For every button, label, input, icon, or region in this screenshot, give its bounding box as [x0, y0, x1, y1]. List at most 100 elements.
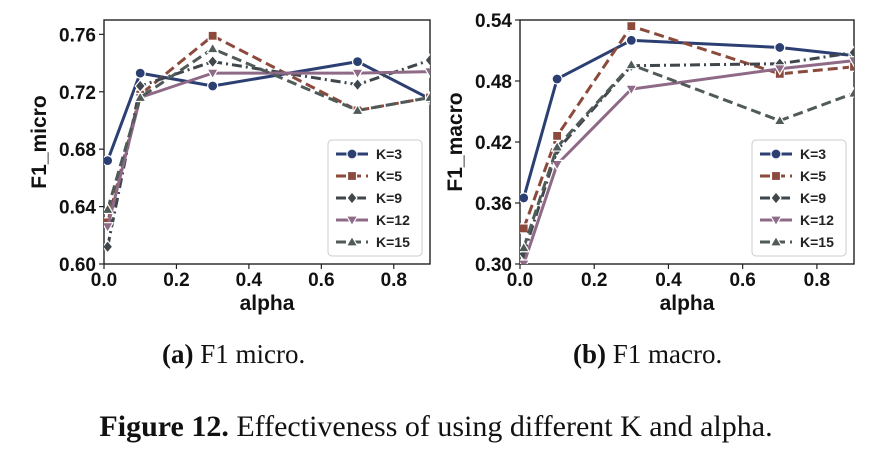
point-k5-macro [848, 61, 854, 72]
legend-marker-k12-micro [345, 215, 359, 227]
y-tick-label-micro: 0.76 [59, 25, 96, 46]
point-k3-micro [207, 80, 219, 92]
x-tick-label-macro: 0.6 [729, 270, 755, 291]
point-k15-micro [104, 202, 115, 215]
legend-marker-k9-macro [770, 191, 782, 205]
legend-label-k12-macro: K=12 [800, 212, 834, 228]
legend-macro: K=3 K=5 K=9 K=12 K=15 [751, 139, 847, 257]
y-tick-label-macro: 0.48 [475, 72, 512, 93]
point-k3-macro [551, 73, 563, 85]
series-group-micro [104, 30, 430, 254]
legend-label-k3-macro: K=3 [800, 146, 826, 162]
legend-marker-k12-macro [769, 215, 783, 227]
y-tick-label-micro: 0.72 [59, 83, 96, 104]
legend-label-k5-micro: K=5 [376, 168, 402, 184]
point-k15-macro [847, 86, 854, 98]
x-axis-label-macro: alpha [660, 292, 715, 315]
legend-marker-k15-macro [769, 235, 783, 247]
point-k3-macro [625, 34, 637, 46]
point-k12-micro [423, 67, 430, 79]
subcaption-a-text: F1 micro. [200, 339, 306, 369]
y-tick-label-macro: 0.36 [475, 194, 512, 215]
point-k5-macro [626, 21, 637, 32]
x-tick-label-macro: 0.8 [804, 270, 830, 291]
point-k12-micro [104, 222, 115, 234]
subcaption-b: (b) F1 macro. [573, 339, 722, 370]
point-k15-micro [206, 42, 220, 54]
subcaption-a-label: (a) [162, 339, 194, 369]
y-tick-label-micro: 0.60 [59, 255, 96, 276]
legend-marker-k5-micro [346, 170, 358, 182]
legend-label-k12-micro: K=12 [376, 212, 410, 228]
legend-label-k5-macro: K=5 [800, 168, 826, 184]
x-tick-label-micro: 0.0 [91, 270, 117, 291]
point-k5-micro [207, 30, 218, 41]
y-tick-label-macro: 0.30 [475, 255, 512, 276]
x-tick-label-micro: 0.6 [308, 270, 334, 291]
legend-box-micro [327, 139, 423, 257]
point-k15-micro [423, 90, 430, 103]
point-k3-micro [351, 56, 364, 68]
figure-charts: 0.0 0.2 0.4 0.6 0.8 0.60 0.64 0.68 0.72 0.76 alpha… [28, 11, 855, 315]
point-k12-micro [206, 68, 220, 80]
legend-label-k15-micro: K=15 [376, 234, 410, 250]
point-k9-micro [104, 239, 114, 254]
point-k15-macro [773, 113, 787, 126]
point-k3-macro [520, 192, 530, 204]
series-group-macro [520, 21, 854, 264]
chart-f1-micro: 0.0 0.2 0.4 0.6 0.8 0.60 0.64 0.68 0.72 0.76 alpha… [28, 19, 431, 315]
figure-caption-label: Figure 12. [99, 410, 229, 443]
point-k15-macro [550, 140, 564, 152]
subcaption-a: (a) F1 micro. [162, 339, 305, 370]
point-k3-micro [104, 155, 114, 167]
point-k12-macro [550, 159, 564, 172]
point-k15-micro [351, 103, 365, 116]
point-k3-micro [134, 67, 146, 79]
legend-marker-k3-macro [770, 148, 782, 160]
x-axis-label-micro: alpha [240, 292, 295, 315]
point-k9-micro [351, 77, 364, 92]
figure-caption: Figure 12. Effectiveness of using differ… [0, 410, 872, 444]
legend-box-macro [751, 139, 847, 257]
subcaption-b-label: (b) [573, 339, 606, 369]
x-tick-label-micro: 0.4 [236, 270, 263, 291]
x-tick-label-micro: 0.2 [163, 270, 189, 291]
legend-label-k15-macro: K=15 [800, 234, 834, 250]
x-tick-label-macro: 0.0 [507, 270, 533, 291]
x-tick-label-macro: 0.2 [581, 270, 607, 291]
figure-caption-text: Effectiveness of using different K and a… [236, 410, 773, 443]
x-tick-label-macro: 0.4 [655, 270, 682, 291]
y-tick-label-macro: 0.54 [475, 11, 512, 32]
point-k5-macro [520, 223, 529, 234]
y-axis-label-macro: F1_macro [444, 92, 467, 191]
point-k9-micro [206, 54, 219, 69]
point-k12-micro [351, 68, 365, 80]
chart-f1-macro: 0.0 0.2 0.4 0.6 0.8 0.30 0.36 0.42 0.48 0.54 alpha… [444, 11, 855, 315]
legend-marker-k9-micro [346, 191, 358, 205]
legend-marker-k5-macro [770, 170, 782, 182]
point-k12-macro [847, 56, 854, 68]
point-k15-macro [624, 58, 638, 70]
point-k9-micro [424, 53, 430, 68]
legend-label-k3-micro: K=3 [376, 146, 402, 162]
point-k12-macro [773, 64, 787, 76]
point-k3-macro [774, 41, 786, 54]
subcaption-b-text: F1 macro. [612, 339, 723, 369]
x-tick-label-micro: 0.8 [381, 270, 407, 291]
legend-marker-k3-micro [346, 148, 358, 160]
point-k15-micro [133, 90, 147, 103]
point-k5-macro [552, 130, 563, 141]
legend-micro: K=3 K=5 K=9 K=12 K=15 [327, 139, 423, 257]
plot-frame-micro [103, 19, 431, 265]
legend-marker-k15-micro [345, 235, 359, 247]
y-tick-label-micro: 0.68 [59, 140, 96, 161]
point-k12-macro [520, 259, 531, 264]
y-tick-label-micro: 0.64 [59, 198, 96, 219]
y-axis-label-micro: F1_micro [28, 95, 51, 188]
legend-label-k9-micro: K=9 [376, 190, 402, 206]
y-tick-label-macro: 0.42 [475, 133, 512, 154]
point-k12-macro [624, 84, 638, 96]
point-k15-macro [520, 241, 531, 253]
point-k9-macro [848, 45, 854, 60]
legend-label-k9-macro: K=9 [800, 190, 826, 206]
